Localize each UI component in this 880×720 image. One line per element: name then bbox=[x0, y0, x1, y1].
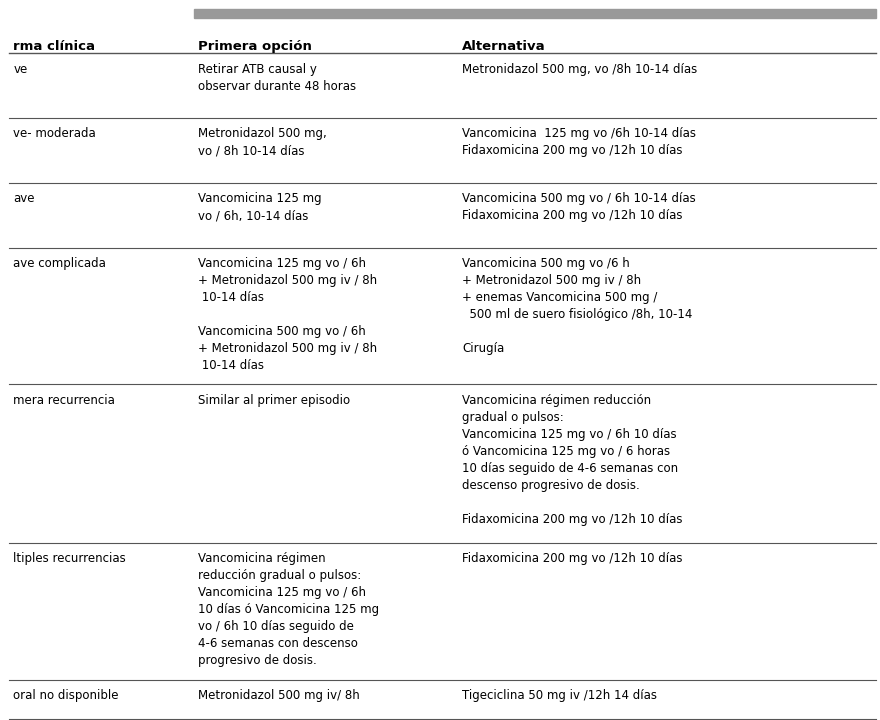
Text: ve: ve bbox=[13, 63, 27, 76]
Text: Fidaxomicina 200 mg vo /12h 10 días: Fidaxomicina 200 mg vo /12h 10 días bbox=[462, 552, 683, 565]
Text: Vancomicina 125 mg
vo / 6h, 10-14 días: Vancomicina 125 mg vo / 6h, 10-14 días bbox=[198, 192, 321, 222]
Text: mera recurrencia: mera recurrencia bbox=[13, 394, 115, 407]
Text: ave: ave bbox=[13, 192, 34, 205]
Text: Tigeciclina 50 mg iv /12h 14 días: Tigeciclina 50 mg iv /12h 14 días bbox=[462, 689, 657, 702]
Text: Vancomicina 125 mg vo / 6h
+ Metronidazol 500 mg iv / 8h
 10-14 días

Vancomicin: Vancomicina 125 mg vo / 6h + Metronidazo… bbox=[198, 257, 378, 372]
Text: Metronidazol 500 mg,
vo / 8h 10-14 días: Metronidazol 500 mg, vo / 8h 10-14 días bbox=[198, 127, 326, 158]
Text: Primera opción: Primera opción bbox=[198, 40, 312, 53]
Text: ave complicada: ave complicada bbox=[13, 257, 106, 270]
Text: rma clínica: rma clínica bbox=[13, 40, 95, 53]
Text: ltiples recurrencias: ltiples recurrencias bbox=[13, 552, 126, 565]
Text: oral no disponible: oral no disponible bbox=[13, 689, 119, 702]
Text: Vancomicina 500 mg vo / 6h 10-14 días
Fidaxomicina 200 mg vo /12h 10 días: Vancomicina 500 mg vo / 6h 10-14 días Fi… bbox=[462, 192, 696, 222]
Text: Retirar ATB causal y
observar durante 48 horas: Retirar ATB causal y observar durante 48… bbox=[198, 63, 356, 93]
Text: Vancomicina  125 mg vo /6h 10-14 días
Fidaxomicina 200 mg vo /12h 10 días: Vancomicina 125 mg vo /6h 10-14 días Fid… bbox=[462, 127, 696, 158]
Bar bbox=[194, 9, 876, 18]
Text: ve- moderada: ve- moderada bbox=[13, 127, 96, 140]
Text: Metronidazol 500 mg, vo /8h 10-14 días: Metronidazol 500 mg, vo /8h 10-14 días bbox=[462, 63, 697, 76]
Text: Vancomicina régimen reducción
gradual o pulsos:
Vancomicina 125 mg vo / 6h 10 dí: Vancomicina régimen reducción gradual o … bbox=[462, 394, 683, 526]
Text: Similar al primer episodio: Similar al primer episodio bbox=[198, 394, 350, 407]
Text: Alternativa: Alternativa bbox=[462, 40, 546, 53]
Text: Vancomicina régimen
reducción gradual o pulsos:
Vancomicina 125 mg vo / 6h
10 dí: Vancomicina régimen reducción gradual o … bbox=[198, 552, 379, 667]
Text: Metronidazol 500 mg iv/ 8h: Metronidazol 500 mg iv/ 8h bbox=[198, 689, 360, 702]
Text: Vancomicina 500 mg vo /6 h
+ Metronidazol 500 mg iv / 8h
+ enemas Vancomicina 50: Vancomicina 500 mg vo /6 h + Metronidazo… bbox=[462, 257, 693, 355]
